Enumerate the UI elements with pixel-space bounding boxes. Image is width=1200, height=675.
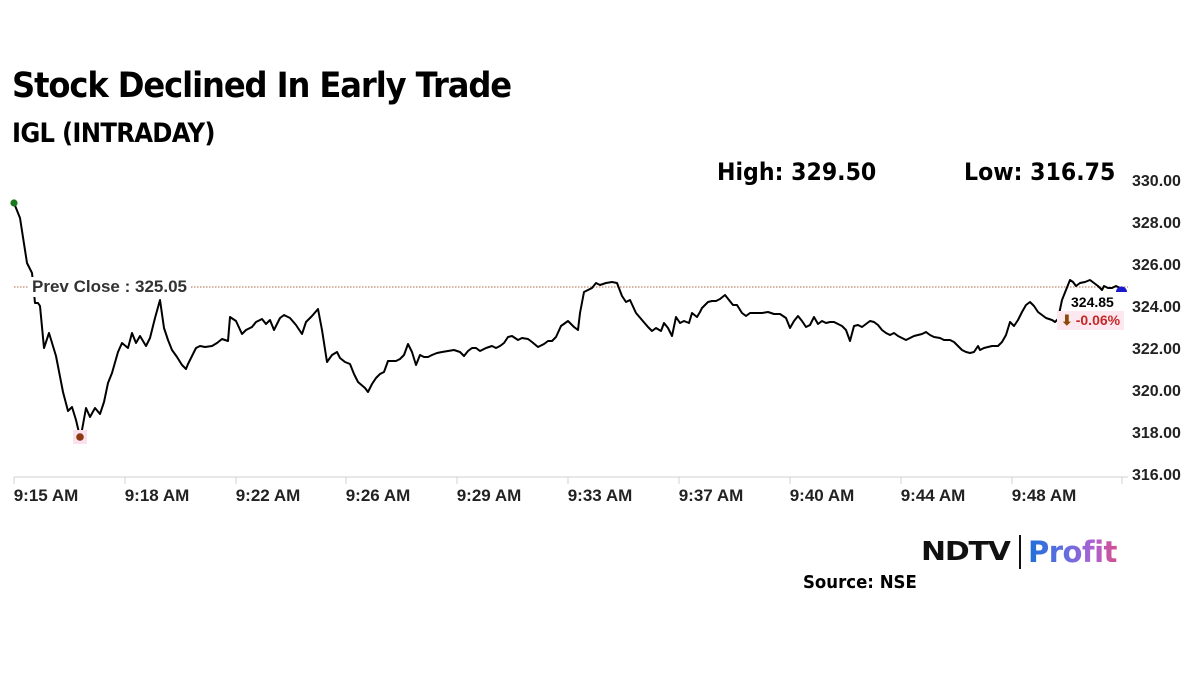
- change-badge: ⬇ -0.06%: [1057, 311, 1125, 330]
- x-tick: 9:37 AM: [678, 486, 744, 505]
- last-price-label: 324.85: [1071, 294, 1114, 310]
- prev-close-label: Prev Close : 325.05: [29, 277, 190, 297]
- y-tick: 328.00: [1132, 215, 1181, 232]
- x-tick: 9:40 AM: [789, 486, 855, 505]
- x-tick: 9:18 AM: [124, 486, 190, 505]
- y-tick: 318.00: [1132, 425, 1181, 442]
- start-marker: [10, 199, 18, 207]
- logo-divider: [1019, 535, 1021, 569]
- x-tick: 9:26 AM: [345, 486, 411, 505]
- low-marker: [76, 433, 84, 441]
- logo-ndtv: NDTV: [921, 537, 1011, 567]
- y-tick: 324.00: [1132, 299, 1181, 316]
- high-stat: High: 329.50: [717, 158, 877, 186]
- x-tick: 9:44 AM: [900, 486, 966, 505]
- x-tick: 9:22 AM: [235, 486, 301, 505]
- logo-profit: Profit: [1028, 535, 1117, 569]
- x-tick: 9:33 AM: [567, 486, 633, 505]
- change-percent: -0.06%: [1075, 312, 1121, 328]
- source-label: Source: NSE: [803, 572, 917, 593]
- price-line: [13, 202, 1123, 438]
- x-tick: 9:29 AM: [456, 486, 522, 505]
- y-tick: 326.00: [1132, 257, 1181, 274]
- y-tick: 320.00: [1132, 383, 1181, 400]
- y-tick: 316.00: [1132, 467, 1181, 484]
- x-tick: 9:15 AM: [13, 486, 79, 505]
- ndtv-profit-logo: NDTV Profit: [921, 535, 1117, 569]
- x-axis-ticks: [13, 477, 1123, 484]
- low-stat: Low: 316.75: [964, 158, 1116, 186]
- y-tick: 322.00: [1132, 341, 1181, 358]
- down-arrow-icon: ⬇: [1061, 312, 1073, 328]
- chart-title: Stock Declined In Early Trade: [12, 66, 512, 106]
- end-marker: [1116, 286, 1127, 292]
- y-tick: 330.00: [1132, 173, 1181, 190]
- chart-subtitle: IGL (INTRADAY): [12, 118, 216, 149]
- x-tick: 9:48 AM: [1011, 486, 1077, 505]
